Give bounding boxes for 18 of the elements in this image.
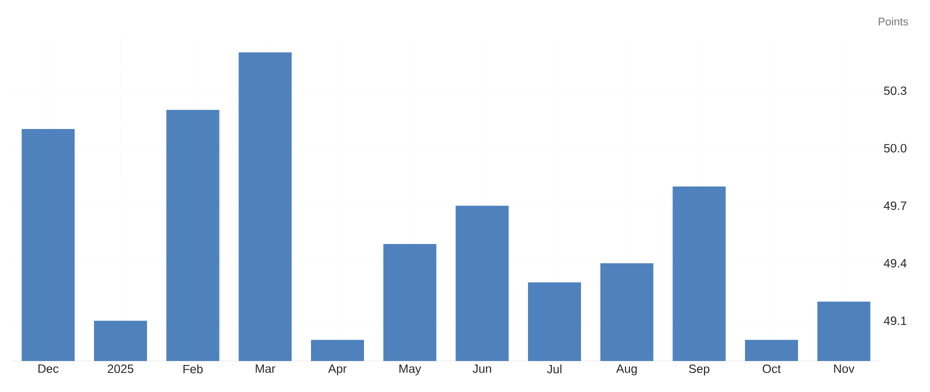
x-tick-label: Oct	[762, 364, 781, 374]
x-tick-label: Aug	[616, 364, 637, 376]
x-tick-label: Feb	[183, 364, 203, 374]
x-tick-label: Apr	[328, 364, 347, 376]
y-tick-label: 49.1	[884, 316, 906, 325]
x-tick-label: Dec	[38, 364, 59, 373]
x-tick-label: Nov	[834, 364, 854, 373]
x-tick-label: Jun	[472, 364, 492, 373]
x-tick-label: Sep	[689, 364, 710, 376]
y-tick-label: 50.3	[884, 86, 906, 95]
y-tick-label: 49.7	[884, 201, 906, 210]
x-tick-label: 2025	[108, 364, 134, 374]
y-axis-title: Points	[878, 17, 908, 26]
y-tick-label: 49.4	[884, 258, 907, 268]
y-tick-label: 50.0	[884, 144, 906, 152]
x-tick-label: Jul	[547, 364, 562, 374]
x-tick-label: Mar	[256, 364, 276, 373]
x-tick-label: May	[399, 364, 422, 376]
